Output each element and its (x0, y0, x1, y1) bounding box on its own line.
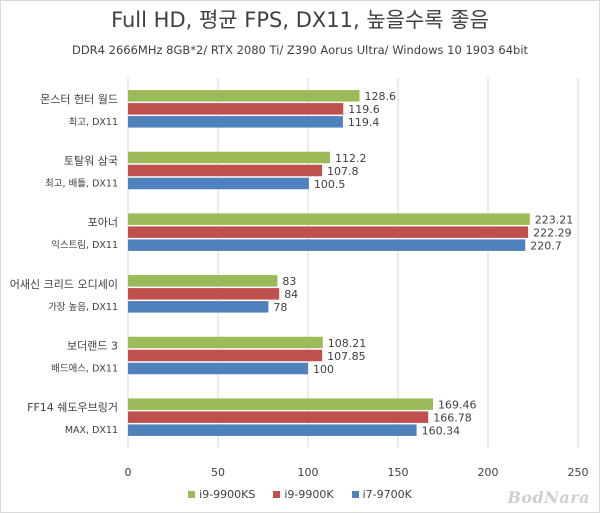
bar (128, 349, 323, 362)
legend-entry: i9-9900K (273, 488, 334, 501)
bar (128, 336, 323, 349)
x-tick-label: 200 (478, 466, 499, 479)
legend-label: i9-9900K (284, 488, 334, 501)
bar (128, 239, 526, 251)
data-label: 83 (282, 275, 296, 288)
data-label: 100 (313, 363, 334, 376)
x-tick-label: 250 (568, 466, 589, 479)
bar (128, 411, 429, 423)
legend-swatch (188, 491, 196, 498)
bar (128, 90, 360, 102)
data-label: 128.6 (364, 90, 396, 103)
category-label: 보더랜드 3 (67, 340, 118, 353)
data-label: 108.21 (328, 337, 367, 350)
data-label: 160.34 (422, 424, 461, 437)
x-tick-label: 0 (125, 466, 132, 479)
bar (128, 301, 269, 313)
legend-entry: i9-9900KS (188, 488, 255, 501)
bar (128, 177, 309, 190)
bar (128, 116, 343, 128)
data-label: 220.7 (530, 239, 562, 252)
data-label: 100.5 (314, 178, 346, 191)
chart-subtitle: DDR4 2666MHz 8GB*2/ RTX 2080 Ti/ Z390 Ao… (71, 43, 529, 57)
bar (128, 164, 323, 177)
category-label: 토탈워 삼국 (64, 155, 118, 168)
data-label: 78 (273, 301, 287, 314)
x-tick-label: 100 (298, 466, 319, 479)
category-label: 몬스터 헌터 월드 (40, 93, 118, 106)
category-label: FF14 쉐도우브링거 (27, 401, 118, 414)
legend-label: i7-9700K (362, 488, 412, 501)
legend-entry: i7-9700K (351, 488, 412, 501)
data-label: 223.21 (535, 213, 574, 226)
bar (128, 226, 529, 238)
x-tick-label: 150 (388, 466, 409, 479)
data-label: 222.29 (533, 226, 572, 239)
category-sublabel: 익스트림, DX11 (51, 239, 118, 251)
bar (128, 424, 417, 436)
bar (128, 103, 344, 115)
legend-swatch (273, 491, 281, 498)
data-label: 166.78 (433, 411, 472, 424)
bar (128, 213, 530, 225)
data-label: 107.85 (327, 350, 366, 363)
category-sublabel: 배드애스, DX11 (51, 364, 118, 375)
legend-swatch (351, 491, 359, 498)
data-label: 112.2 (335, 152, 367, 165)
category-sublabel: MAX, DX11 (65, 425, 118, 436)
watermark-logo: BodNara (507, 488, 590, 507)
bar (128, 275, 278, 287)
category-sublabel: 최고, DX11 (69, 117, 118, 128)
category-sublabel: 가장 높음, DX11 (48, 302, 118, 313)
bar (128, 398, 434, 410)
legend: i9-9900KS i9-9900K i7-9700K (0, 488, 600, 501)
bar (128, 151, 330, 164)
x-tick-label: 50 (211, 466, 225, 479)
data-label: 169.46 (438, 398, 477, 411)
data-label: 119.6 (348, 103, 380, 116)
chart-title: Full HD, 평균 FPS, DX11, 높을수록 좋음 (111, 8, 489, 32)
bar (128, 288, 280, 300)
category-label: 어새신 크리드 오디세이 (10, 278, 118, 291)
legend-label: i9-9900KS (199, 488, 256, 501)
data-label: 119.4 (348, 116, 380, 129)
category-sublabel: 최고, 배틀, DX11 (45, 179, 118, 190)
data-label: 107.8 (327, 165, 359, 178)
bar (128, 362, 308, 375)
category-label: 포아너 (88, 216, 118, 229)
data-label: 84 (284, 288, 298, 301)
